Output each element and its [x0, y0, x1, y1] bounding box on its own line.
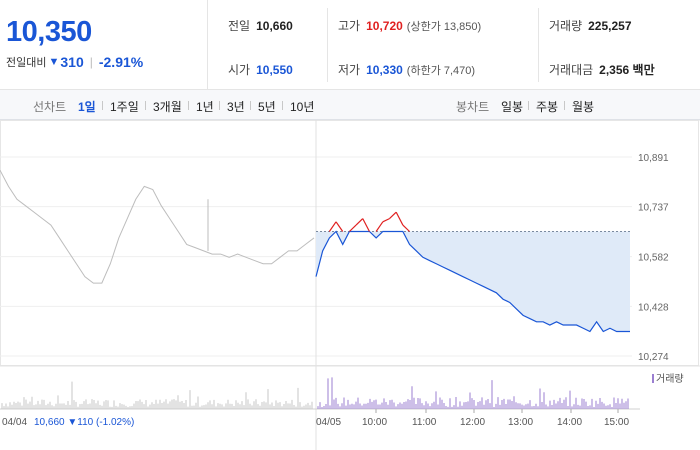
- today-line-above: [382, 218, 390, 223]
- price-chart-svg: 10,891 10,737 10,582 10,428 10,274 거래량 04/04 10…: [0, 120, 700, 450]
- today-line-above: [395, 211, 404, 226]
- stat-label: 거래대금: [549, 63, 594, 77]
- down-triangle-icon: ▼: [48, 56, 60, 68]
- x-tick-label: 13:00: [508, 417, 533, 428]
- price-box: 10,350 전일대비 ▼ 310 | -2.91%: [0, 0, 208, 90]
- tab-1-day[interactable]: 1일: [78, 100, 96, 114]
- y-tick-label: 10,428: [638, 302, 669, 313]
- divider: [564, 101, 565, 110]
- tab-daily-candle[interactable]: 일봉: [501, 100, 524, 114]
- price-chart: 10,891 10,737 10,582 10,428 10,274 거래량 04/04 10…: [0, 120, 700, 450]
- stat-label: 거래량: [549, 19, 583, 33]
- stat-sub: (하한가 7,470): [406, 65, 476, 77]
- today-line-above: [328, 221, 337, 232]
- tab-1-week[interactable]: 1주일: [110, 100, 139, 114]
- prev-day-summary: 10,660 ▼110 (-1.02%): [34, 417, 134, 428]
- divider: |: [89, 55, 93, 69]
- today-line-above: [335, 221, 344, 232]
- divider: [145, 101, 146, 110]
- stat-value: 10,550: [256, 63, 293, 77]
- tab-10-year[interactable]: 10년: [290, 100, 315, 114]
- divider: [282, 101, 283, 110]
- stat-amount: 거래대금 2,356 백만: [549, 61, 655, 78]
- tab-3-month[interactable]: 3개월: [153, 100, 182, 114]
- today-line-above: [348, 224, 357, 232]
- x-tick-label: 11:00: [412, 417, 437, 428]
- current-price: 10,350: [6, 16, 92, 48]
- x-tick-label: 14:00: [557, 417, 582, 428]
- prev-day-line: [0, 169, 315, 284]
- stat-label: 전일: [228, 19, 251, 33]
- change-label: 전일대비: [6, 57, 47, 69]
- today-line-above: [389, 211, 397, 220]
- stat-value: 10,330: [366, 63, 403, 77]
- divider: [528, 101, 529, 110]
- stat-value: 10,720: [366, 19, 403, 33]
- divider: [327, 8, 328, 82]
- divider: [102, 101, 103, 110]
- today-line-above: [375, 221, 384, 232]
- candle-chart-label: 봉차트: [456, 100, 490, 114]
- stat-prev-close: 전일 10,660: [228, 17, 293, 34]
- stat-value: 10,660: [256, 19, 293, 33]
- stat-value: 2,356 백만: [599, 63, 655, 77]
- volume-legend: 거래량: [656, 373, 684, 385]
- stat-low: 저가 10,330 (하한가 7,470): [338, 61, 475, 78]
- today-label: 04/05: [316, 417, 341, 428]
- change-value: 310: [60, 54, 84, 70]
- stat-label: 저가: [338, 63, 361, 77]
- divider: [188, 101, 189, 110]
- stat-value: 225,257: [588, 19, 632, 33]
- today-line-above: [362, 218, 370, 232]
- change-percent: -2.91%: [98, 54, 144, 70]
- divider: [219, 101, 220, 110]
- y-tick-label: 10,737: [638, 203, 669, 214]
- change-row: 전일대비 ▼ 310 | -2.91%: [6, 54, 143, 70]
- today-line-above: [355, 218, 364, 226]
- x-tick-label: 10:00: [362, 417, 387, 428]
- divider: [538, 8, 539, 82]
- today-line-above: [402, 224, 410, 232]
- stat-sub: (상한가 13,850): [406, 21, 482, 33]
- x-tick-label: 12:00: [460, 417, 485, 428]
- stat-open: 시가 10,550: [228, 61, 293, 78]
- tab-5-year[interactable]: 5년: [258, 100, 276, 114]
- stat-volume: 거래량 225,257: [549, 17, 632, 34]
- quote-header: 10,350 전일대비 ▼ 310 | -2.91% 전일 10,660 고가 …: [0, 0, 700, 90]
- prev-day-label: 04/04: [2, 417, 27, 428]
- y-tick-label: 10,274: [638, 352, 669, 363]
- stat-high: 고가 10,720 (상한가 13,850): [338, 17, 481, 34]
- tab-3-year[interactable]: 3년: [227, 100, 245, 114]
- tab-monthly-candle[interactable]: 월봉: [572, 100, 595, 114]
- tab-1-year[interactable]: 1년: [196, 100, 214, 114]
- y-tick-label: 10,582: [638, 253, 669, 264]
- stat-label: 고가: [338, 19, 361, 33]
- x-tick-label: 15:00: [604, 417, 629, 428]
- stat-label: 시가: [228, 63, 251, 77]
- y-tick-label: 10,891: [638, 153, 669, 164]
- volume-legend-swatch: [652, 374, 654, 383]
- tab-weekly-candle[interactable]: 주봉: [536, 100, 559, 114]
- today-line-below: [315, 230, 630, 333]
- below-reference-area: [316, 231, 630, 332]
- chart-period-tabs: 선차트 1일 1주일 3개월 1년 3년 5년 10년 봉차트 일봉 주봉 월봉: [0, 90, 700, 120]
- divider: [250, 101, 251, 110]
- line-chart-label: 선차트: [33, 100, 67, 114]
